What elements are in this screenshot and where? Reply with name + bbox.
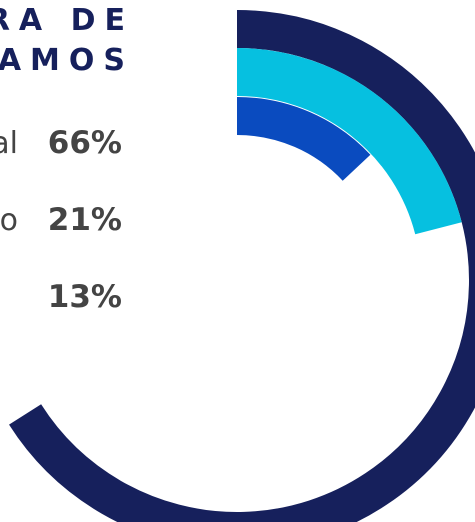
value-label: 21% bbox=[48, 202, 122, 238]
category-label: o bbox=[0, 203, 18, 238]
arc bbox=[236, 97, 371, 182]
category-label: al bbox=[0, 126, 18, 161]
value-label: 13% bbox=[48, 279, 122, 315]
chart-title: RA DE bbox=[0, 3, 134, 38]
value-label: 66% bbox=[48, 125, 122, 161]
arc bbox=[9, 10, 475, 522]
chart-title: AMOS bbox=[0, 43, 134, 78]
arc bbox=[236, 48, 462, 235]
